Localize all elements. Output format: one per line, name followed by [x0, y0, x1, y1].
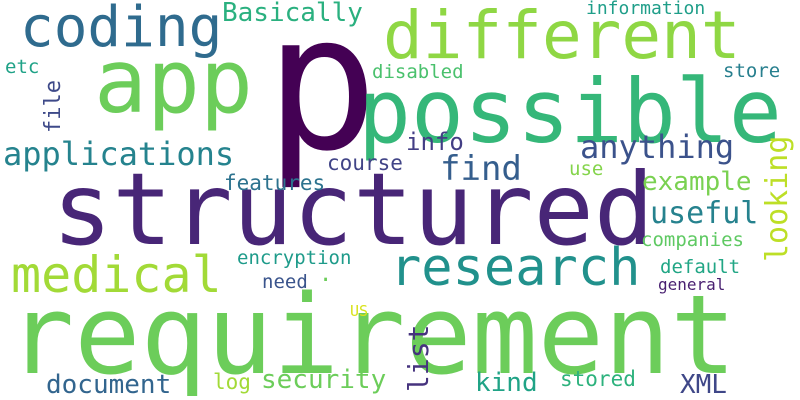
word-information: information: [586, 0, 706, 19]
word-medical: medical: [11, 246, 222, 304]
word-store: store: [723, 60, 781, 82]
word-xml: XML: [680, 370, 727, 400]
word-example: example: [642, 167, 752, 197]
word-companies: companies: [641, 229, 744, 251]
word-coding: coding: [20, 0, 223, 60]
word-different: different: [383, 0, 741, 74]
word-features: features: [224, 171, 326, 195]
word-useful: useful: [650, 196, 759, 231]
word-basically: Basically: [222, 0, 363, 28]
word-general: general: [658, 275, 726, 294]
word-disabled: disabled: [372, 61, 464, 83]
word-us: US: [350, 302, 369, 320]
word-dot: .: [319, 262, 333, 287]
word-security: security: [261, 365, 387, 395]
word-kind: kind: [475, 368, 538, 398]
word-find: find: [440, 149, 522, 189]
word-log: log: [213, 370, 251, 394]
word-info: info: [406, 128, 464, 156]
word-document: document: [46, 370, 172, 400]
word-use: use: [569, 158, 604, 180]
word-p: p: [265, 0, 379, 193]
word-anything: anything: [580, 128, 735, 166]
word-requirement: requirement: [8, 271, 737, 399]
word-default: default: [660, 256, 741, 278]
word-list: list: [402, 324, 435, 392]
word-research: research: [390, 238, 641, 298]
word-course: course: [327, 151, 403, 175]
word-etc: etc: [5, 56, 40, 78]
word-encryption: encryption: [237, 247, 352, 269]
word-need: need: [262, 271, 308, 293]
word-app: app: [94, 30, 253, 133]
word-stored: stored: [560, 367, 636, 391]
word-file: file: [41, 80, 66, 133]
word-structured: structured: [52, 151, 655, 268]
word-applications: applications: [3, 135, 235, 173]
word-looking: looking: [760, 135, 795, 262]
word-possible: possible: [358, 60, 782, 163]
